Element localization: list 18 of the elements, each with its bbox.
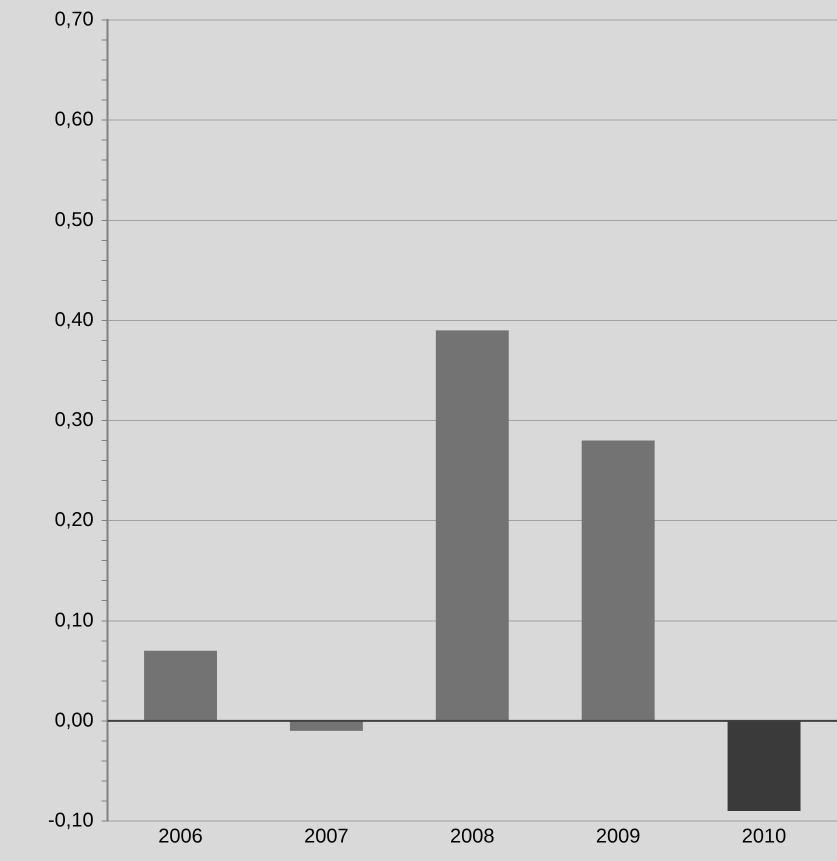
y-tick-label: 0,50 xyxy=(54,208,94,231)
y-tick-label: 0,40 xyxy=(54,308,94,331)
bar xyxy=(436,330,509,720)
y-tick-label: 0,70 xyxy=(54,8,94,31)
bar xyxy=(144,650,217,720)
x-tick-label: 2010 xyxy=(742,826,786,848)
y-tick-label: -0,10 xyxy=(48,810,94,832)
x-tick-label: 2006 xyxy=(158,826,203,848)
bar xyxy=(290,721,363,731)
y-tick-label: 0,30 xyxy=(54,409,94,432)
y-tick-label: 0,00 xyxy=(54,709,94,732)
x-tick-label: 2007 xyxy=(304,826,349,848)
x-tick-label: 2008 xyxy=(450,826,495,848)
x-tick-label: 2009 xyxy=(596,826,640,848)
y-tick-label: 0,10 xyxy=(54,609,94,632)
y-tick-label: 0,60 xyxy=(54,108,94,131)
bar xyxy=(582,440,655,720)
y-tick-label: 0,20 xyxy=(54,509,94,532)
